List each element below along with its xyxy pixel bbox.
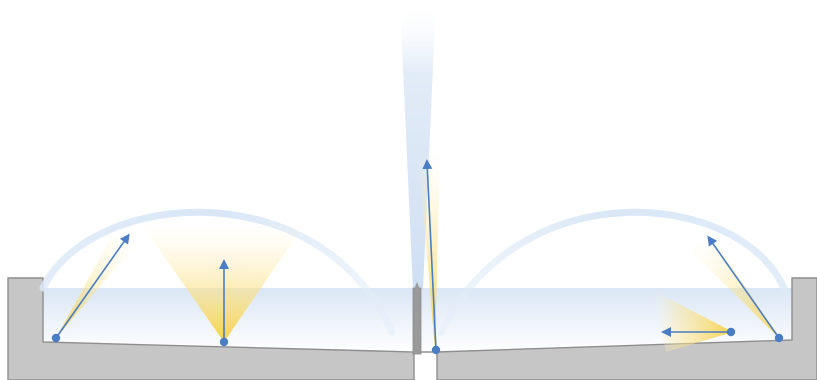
light-fixture-right-horizontal [726, 327, 736, 337]
light-cone-center-jet [418, 150, 440, 350]
pool-right-wall [436, 277, 817, 380]
light-beam-arrow-left-diagonal [55, 233, 130, 339]
light-cone-left-diagonal [56, 236, 136, 338]
light-fixture-center [431, 345, 441, 355]
light-cone-right-horizontal [652, 290, 733, 352]
light-beam-arrow-right-diagonal [707, 235, 780, 339]
light-fixture-up-left [219, 337, 229, 347]
light-cone-up-left [140, 222, 306, 342]
right-arc-jet [437, 208, 788, 336]
left-arc-jet [39, 208, 396, 336]
center-nozzle [412, 287, 422, 355]
center-nozzle-tip [413, 282, 421, 292]
light-fixture-right-diagonal [774, 333, 784, 343]
light-cone-right-diagonal [690, 238, 779, 338]
light-beam-arrow-center [422, 159, 437, 351]
light-fixture-left-diagonal [51, 333, 61, 343]
center-fountain-jet [400, 0, 436, 290]
